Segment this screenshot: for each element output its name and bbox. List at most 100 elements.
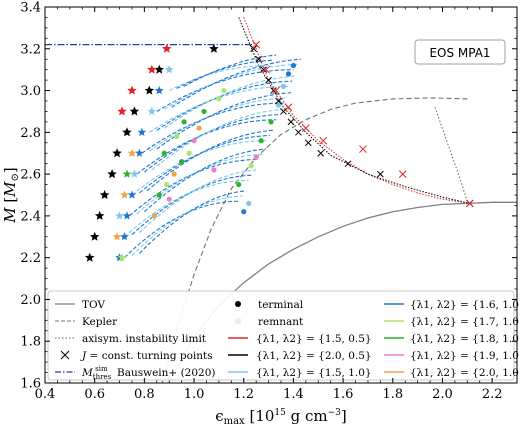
terminal-point bbox=[179, 158, 185, 165]
remnant-star bbox=[112, 232, 122, 241]
legend-family-label: {λ1, λ2} = {1.5, 1.0} bbox=[256, 367, 372, 379]
legend-turning-label: J = const. turning points bbox=[80, 350, 213, 362]
x-axis-label: ϵmax [1015 g cm−3] bbox=[215, 407, 347, 427]
y-tick-label: 2.2 bbox=[20, 251, 41, 266]
remnant-star bbox=[137, 127, 147, 136]
terminal-point bbox=[241, 209, 247, 215]
kepler-line bbox=[161, 97, 468, 383]
turning-point-black bbox=[280, 108, 287, 115]
turning-point-black bbox=[275, 97, 282, 105]
turning-point-black bbox=[377, 170, 384, 178]
legend-turning-swatch bbox=[60, 350, 70, 360]
remnant-star-black bbox=[99, 190, 110, 199]
terminal-point bbox=[181, 119, 187, 125]
x-tick-label: 2.2 bbox=[482, 387, 503, 402]
terminal-point bbox=[201, 108, 207, 115]
x-tick-label: 1.0 bbox=[184, 387, 205, 402]
remnant-star-black bbox=[85, 252, 95, 262]
turning-point-red bbox=[252, 40, 261, 49]
turning-point-black bbox=[287, 118, 295, 126]
turning-point-black bbox=[260, 66, 267, 74]
legend-instability-label: axisym. instability limit bbox=[82, 333, 207, 345]
turning-point-red bbox=[284, 103, 293, 112]
legend-family-label: {λ1, λ2} = {1.7, 1.0} bbox=[410, 316, 520, 328]
terminal-point bbox=[246, 200, 252, 206]
remnant-star-black bbox=[154, 64, 164, 74]
x-tick-label: 2.0 bbox=[432, 387, 453, 402]
remnant-star bbox=[122, 211, 132, 220]
legend-remnant-label: remnant bbox=[258, 316, 304, 328]
terminal-point bbox=[221, 87, 227, 94]
remnant-star bbox=[120, 190, 129, 199]
terminal-point bbox=[211, 167, 217, 173]
terminal-point bbox=[280, 83, 287, 89]
remnant-star-black bbox=[107, 169, 117, 179]
turning-point-red bbox=[319, 136, 328, 145]
terminal-point bbox=[290, 62, 297, 69]
terminal-point bbox=[236, 181, 242, 188]
family-curve bbox=[131, 195, 243, 256]
remnant-star bbox=[147, 106, 157, 116]
curves-layer bbox=[45, 17, 517, 383]
remnant-star bbox=[164, 65, 174, 74]
y-tick-label: 2.6 bbox=[20, 168, 41, 183]
turning-point-red bbox=[465, 199, 474, 208]
remnant-star-black bbox=[129, 106, 140, 116]
terminal-point bbox=[161, 150, 167, 156]
instability-line bbox=[434, 107, 468, 202]
terminal-point bbox=[216, 96, 222, 102]
remnant-star-black bbox=[94, 210, 105, 220]
terminal-point bbox=[171, 171, 177, 177]
y-tick-label: 3.2 bbox=[20, 42, 41, 57]
y-tick-label: 2.8 bbox=[20, 126, 41, 141]
y-tick-label: 2.0 bbox=[20, 293, 41, 308]
terminal-point bbox=[248, 163, 254, 169]
family-curve bbox=[149, 97, 288, 152]
family-curve bbox=[163, 75, 296, 129]
x-tick-label: 0.4 bbox=[35, 387, 56, 402]
family-curve bbox=[143, 148, 267, 213]
turning-point-black bbox=[304, 139, 312, 147]
legend-family-label: {λ1, λ2} = {2.0, 0.5} bbox=[256, 350, 372, 362]
turning-point-black bbox=[250, 45, 258, 53]
x-tick-label: 0.6 bbox=[84, 387, 105, 402]
family-curve bbox=[156, 80, 293, 131]
legend-kepler-label: Kepler bbox=[82, 316, 118, 328]
turning-point-red bbox=[262, 65, 270, 74]
remnant-star-red bbox=[127, 85, 137, 95]
remnant-star-black bbox=[89, 231, 100, 241]
remnant-star bbox=[120, 232, 129, 241]
family-curve bbox=[124, 200, 239, 259]
legend-family-label: {λ1, λ2} = {1.9, 1.0} bbox=[410, 350, 520, 362]
turning-point-black bbox=[265, 76, 272, 84]
remnant-star bbox=[122, 169, 132, 178]
legend-box bbox=[47, 290, 515, 381]
y-tick-label: 3.4 bbox=[20, 1, 41, 16]
family-curve bbox=[149, 85, 289, 133]
turning-point-red bbox=[398, 170, 407, 178]
family-curve bbox=[176, 59, 273, 89]
family-curve bbox=[156, 69, 294, 112]
sequence-black-line bbox=[238, 17, 470, 204]
family-curve bbox=[171, 58, 301, 108]
y-tick-label: 3.0 bbox=[20, 84, 41, 99]
legend-family-label: {λ1, λ2} = {1.8, 1.0} bbox=[410, 333, 520, 345]
turning-point-red bbox=[301, 124, 310, 133]
family-curve bbox=[146, 129, 274, 192]
turning-point-black bbox=[270, 87, 277, 94]
legend-family-label: {λ1, λ2} = {1.5, 0.5} bbox=[256, 333, 372, 345]
legend-family-label: {λ1, λ2} = {1.6, 1.0} bbox=[410, 299, 520, 311]
y-tick-label: 1.6 bbox=[20, 377, 41, 392]
legend: TOV Kepler axisym. instability limit J = co… bbox=[47, 290, 520, 381]
family-curve bbox=[129, 158, 259, 217]
terminal-point bbox=[156, 192, 162, 198]
legend-terminal-swatch bbox=[235, 301, 241, 307]
family-curve bbox=[139, 190, 247, 254]
legend-tov-label: TOV bbox=[82, 299, 105, 311]
y-tick-label: 1.8 bbox=[20, 335, 41, 350]
remnant-star bbox=[115, 211, 124, 220]
terminal-point bbox=[166, 196, 172, 202]
family-curve bbox=[168, 64, 269, 92]
terminal-point bbox=[196, 125, 202, 131]
